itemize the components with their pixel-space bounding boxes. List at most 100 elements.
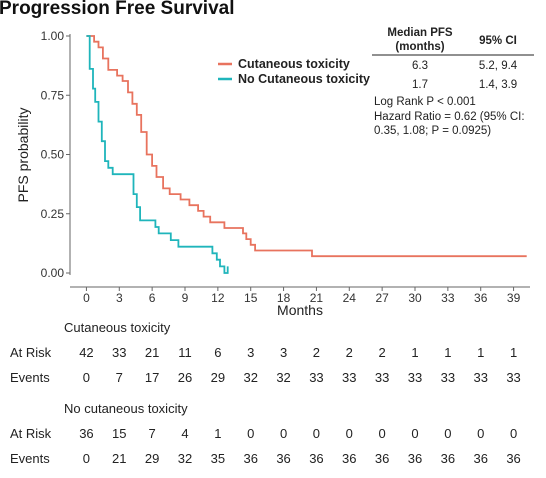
risk-cell: 0	[83, 451, 90, 466]
risk-cell: 21	[112, 451, 126, 466]
y-axis-label: PFS probability	[15, 108, 31, 203]
risk-cell: 36	[79, 426, 93, 441]
risk-cell: 1	[510, 345, 517, 360]
y-tick-label: 0.50	[41, 148, 65, 162]
risk-cell: 26	[178, 370, 192, 385]
risk-cell: 0	[280, 426, 287, 441]
x-tick-label: 39	[507, 291, 521, 305]
risk-cell: 33	[506, 370, 520, 385]
risk-cell: 35	[211, 451, 225, 466]
risk-cell: 36	[243, 451, 257, 466]
logrank-annotation: Log Rank P < 0.001	[374, 96, 476, 108]
y-tick-label: 1.00	[41, 29, 65, 43]
stats-cell: 1.4, 3.9	[479, 79, 517, 91]
risk-cell: 33	[473, 370, 487, 385]
risk-cell: 0	[477, 426, 484, 441]
series-lines	[86, 35, 527, 274]
legend-label-cutaneous: Cutaneous toxicity	[238, 57, 350, 71]
risk-cell: 7	[149, 426, 156, 441]
risk-cell: 36	[375, 451, 389, 466]
risk-cell: 33	[375, 370, 389, 385]
risk-cell: 33	[342, 370, 356, 385]
risk-row-label: Events	[10, 451, 50, 466]
y-tick-label: 0.00	[41, 266, 65, 280]
x-tick-label: 0	[83, 291, 90, 305]
hazard-ratio-ci-annotation: 0.35, 1.08; P = 0.0925)	[374, 125, 491, 137]
risk-cell: 0	[510, 426, 517, 441]
risk-cell: 6	[214, 345, 221, 360]
y-tick-label: 0.25	[41, 207, 65, 221]
risk-row-label: At Risk	[10, 426, 52, 441]
stats-header-median-2: (months)	[395, 41, 444, 53]
risk-cell: 33	[309, 370, 323, 385]
x-tick-label: 21	[310, 291, 324, 305]
legend-label-no-cutaneous: No Cutaneous toxicity	[238, 72, 370, 86]
risk-cell: 0	[444, 426, 451, 441]
risk-cell: 32	[243, 370, 257, 385]
risk-cell: 11	[178, 345, 192, 360]
x-tick-label: 24	[343, 291, 357, 305]
risk-cell: 0	[247, 426, 254, 441]
risk-cell: 36	[506, 451, 520, 466]
x-tick-label: 3	[116, 291, 123, 305]
y-axis: 0.00 0.25 0.50 0.75 1.00	[41, 29, 71, 280]
risk-row-label: Events	[10, 370, 50, 385]
stats-cell: 6.3	[412, 60, 428, 72]
legend: Cutaneous toxicity No Cutaneous toxicity	[218, 57, 370, 86]
risk-group-title: Cutaneous toxicity	[64, 320, 171, 335]
risk-row-label: At Risk	[10, 345, 52, 360]
risk-cell: 33	[408, 370, 422, 385]
risk-cell: 36	[473, 451, 487, 466]
x-tick-label: 9	[182, 291, 189, 305]
risk-cell: 15	[112, 426, 126, 441]
risk-group-title: No cutaneous toxicity	[64, 401, 188, 416]
x-tick-label: 15	[244, 291, 258, 305]
stats-table: Median PFS (months) 95% CI 6.3 5.2, 9.4 …	[372, 27, 534, 91]
x-axis: 0 3 6 9 12 15 18 21 24 27 30 33 36 39	[70, 286, 530, 305]
risk-cell: 21	[145, 345, 159, 360]
risk-cell: 0	[83, 370, 90, 385]
stats-header-median-1: Median PFS	[387, 27, 453, 39]
risk-cell: 3	[247, 345, 254, 360]
stats-header-ci: 95% CI	[479, 35, 517, 47]
hazard-ratio-annotation: Hazard Ratio = 0.62 (95% CI:	[374, 111, 525, 123]
risk-cell: 36	[441, 451, 455, 466]
risk-cell: 0	[379, 426, 386, 441]
x-tick-label: 18	[277, 291, 291, 305]
risk-cell: 3	[280, 345, 287, 360]
chart-title: Progression Free Survival	[0, 0, 235, 19]
risk-cell: 36	[276, 451, 290, 466]
series-line-1	[86, 35, 229, 274]
risk-cell: 1	[444, 345, 451, 360]
x-tick-label: 33	[441, 291, 455, 305]
stats-cell: 5.2, 9.4	[479, 60, 518, 72]
risk-cell: 36	[342, 451, 356, 466]
risk-cell: 1	[477, 345, 484, 360]
annotations: Log Rank P < 0.001 Hazard Ratio = 0.62 (…	[374, 96, 525, 137]
risk-cell: 0	[411, 426, 418, 441]
risk-cell: 1	[411, 345, 418, 360]
risk-cell: 2	[313, 345, 320, 360]
x-tick-label: 27	[375, 291, 389, 305]
x-tick-label: 30	[408, 291, 422, 305]
risk-cell: 2	[346, 345, 353, 360]
x-tick-label: 12	[211, 291, 225, 305]
risk-cell: 32	[178, 451, 192, 466]
x-tick-label: 6	[149, 291, 156, 305]
risk-cell: 1	[214, 426, 221, 441]
risk-cell: 36	[408, 451, 422, 466]
risk-cell: 33	[112, 345, 126, 360]
risk-cell: 32	[276, 370, 290, 385]
risk-cell: 29	[145, 451, 159, 466]
risk-cell: 7	[116, 370, 123, 385]
stats-cell: 1.7	[412, 79, 428, 91]
x-tick-label: 36	[474, 291, 488, 305]
risk-cell: 29	[211, 370, 225, 385]
risk-cell: 4	[181, 426, 188, 441]
risk-cell: 36	[309, 451, 323, 466]
series-line-0	[86, 35, 527, 258]
y-tick-label: 0.75	[41, 88, 65, 102]
risk-cell: 17	[145, 370, 159, 385]
